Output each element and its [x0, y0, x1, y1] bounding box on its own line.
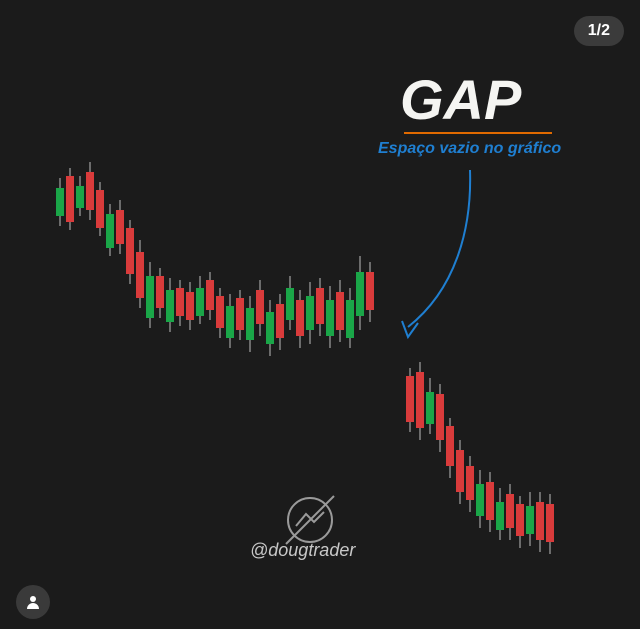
candle	[426, 378, 434, 434]
candle	[406, 368, 414, 432]
candle	[346, 288, 354, 348]
title-underline	[404, 132, 552, 134]
candle	[76, 176, 84, 216]
candle	[266, 300, 274, 356]
candle	[546, 494, 554, 554]
candle	[506, 484, 514, 540]
candle	[496, 488, 504, 540]
candle	[216, 288, 224, 338]
candle	[126, 220, 134, 284]
candle	[476, 470, 484, 528]
candle	[196, 276, 204, 324]
candle	[306, 282, 314, 344]
candle	[416, 362, 424, 440]
candle	[466, 456, 474, 512]
candle	[256, 280, 264, 336]
candle	[246, 296, 254, 352]
candle	[366, 262, 374, 322]
candle	[356, 256, 364, 330]
candle	[236, 290, 244, 340]
candle	[166, 278, 174, 332]
candle	[136, 240, 144, 308]
candle	[56, 178, 64, 226]
candle	[106, 204, 114, 256]
stage: 1/2 GAP Espaço vazio no gráfico @dougtra…	[0, 0, 640, 629]
candle	[156, 268, 164, 318]
candle	[446, 418, 454, 478]
candle	[326, 286, 334, 348]
candle	[86, 162, 94, 220]
candle	[286, 276, 294, 330]
page-counter-text: 1/2	[588, 22, 610, 39]
candle	[316, 278, 324, 336]
candle	[296, 290, 304, 348]
candle	[276, 294, 284, 350]
candle	[336, 280, 344, 342]
candle	[536, 492, 544, 552]
candle	[436, 384, 444, 452]
candle	[176, 280, 184, 326]
candle	[146, 262, 154, 328]
subtitle-text: Espaço vazio no gráfico	[378, 140, 561, 158]
candle	[206, 272, 214, 320]
page-counter-badge: 1/2	[574, 16, 624, 46]
candle	[116, 200, 124, 254]
candle	[66, 168, 74, 230]
candle	[486, 472, 494, 532]
title-text: GAP	[400, 72, 521, 128]
candle	[186, 282, 194, 330]
candle	[456, 440, 464, 504]
candle	[516, 496, 524, 548]
candle	[96, 182, 104, 236]
author-handle: @dougtrader	[250, 540, 355, 561]
candle	[526, 492, 534, 546]
candle	[226, 294, 234, 348]
person-icon	[25, 594, 41, 610]
avatar-icon[interactable]	[16, 585, 50, 619]
